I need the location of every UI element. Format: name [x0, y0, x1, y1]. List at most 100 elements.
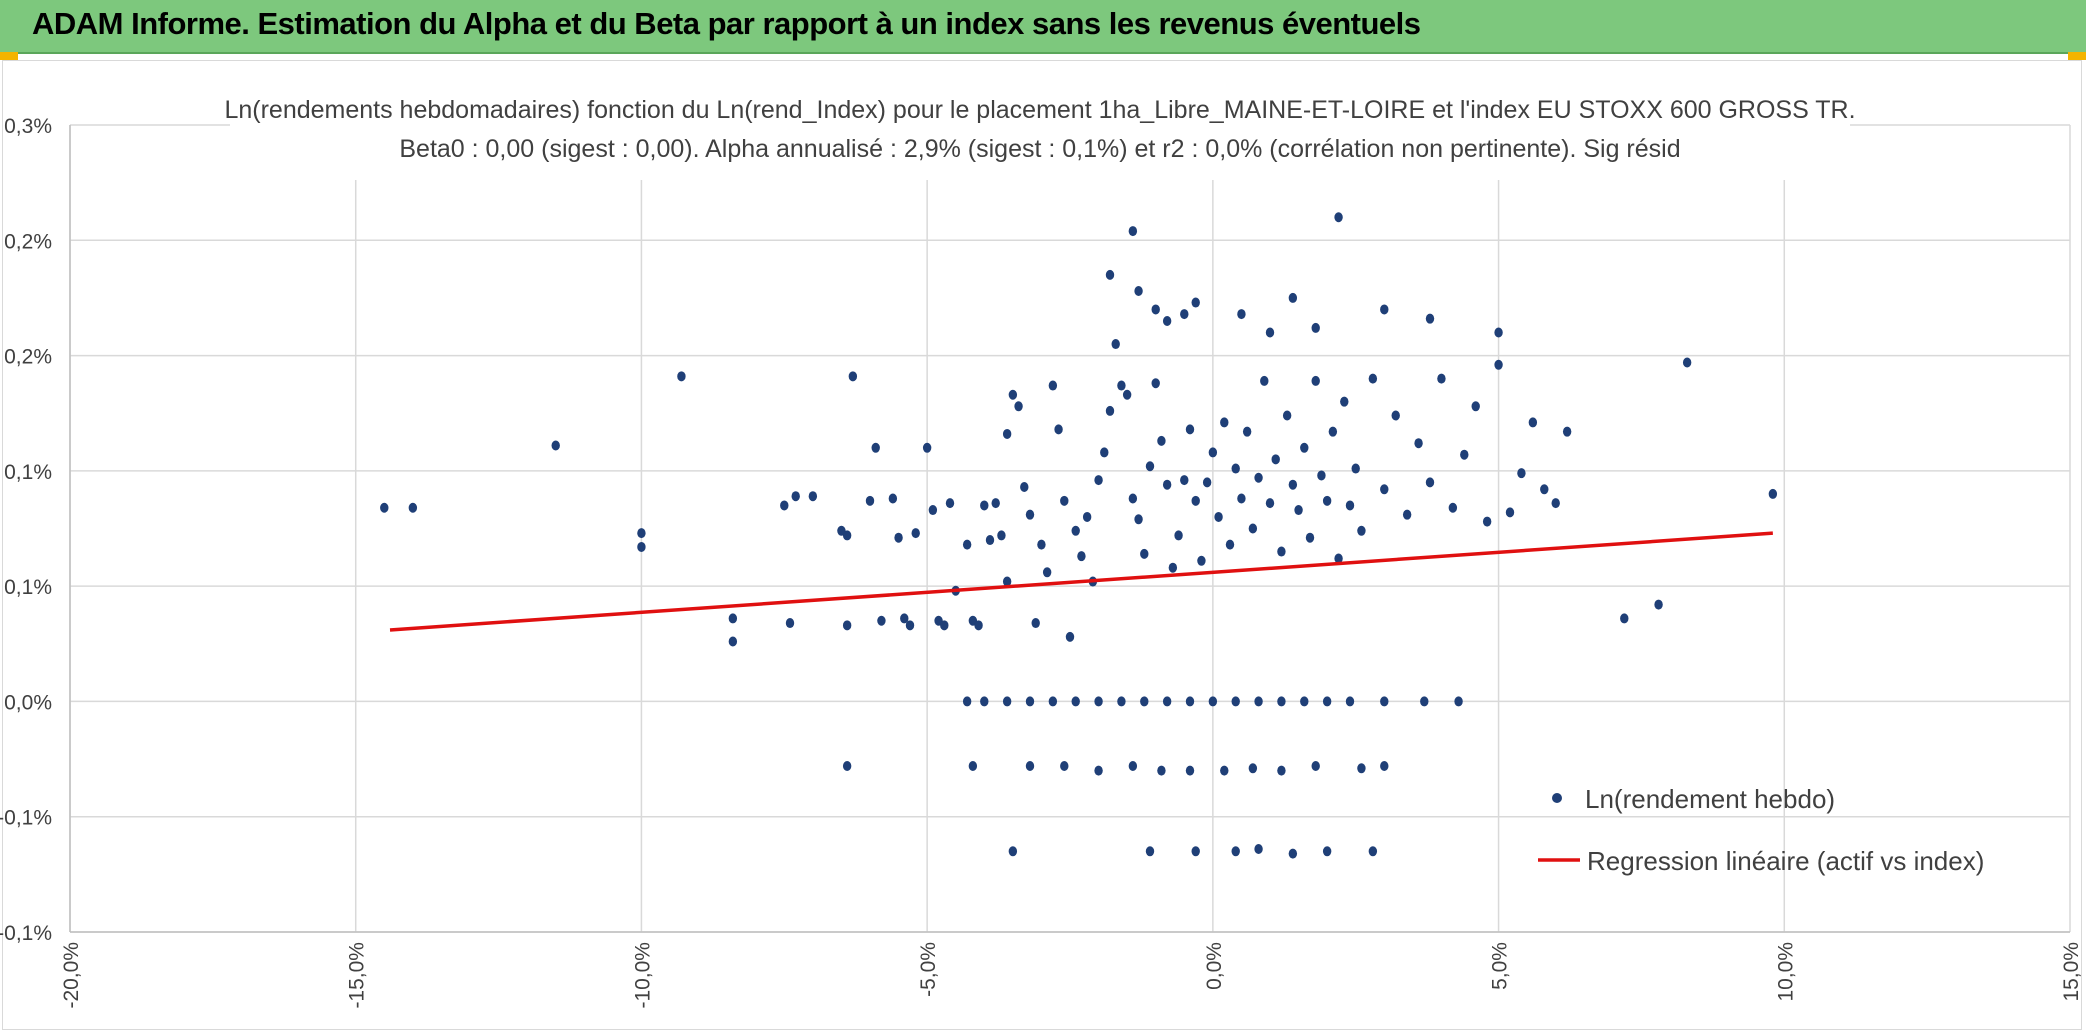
scatter-point	[1117, 380, 1126, 391]
scatter-point	[1162, 315, 1172, 326]
scatter-point	[1265, 327, 1275, 338]
scatter-point	[1094, 475, 1103, 486]
scatter-point	[940, 620, 949, 631]
scatter-point	[1185, 765, 1195, 776]
scatter-point	[968, 760, 978, 771]
scatter-point	[1254, 843, 1263, 854]
scatter-point	[1157, 435, 1166, 446]
scatter-point	[808, 491, 818, 502]
scatter-point	[1082, 511, 1092, 522]
scatter-point	[380, 502, 389, 513]
scatter-point	[1345, 500, 1355, 511]
y-tick-label: -0,1%	[0, 807, 52, 830]
scatter-point	[1031, 618, 1040, 629]
scatter-point	[1380, 760, 1389, 771]
scatter-point	[1128, 493, 1138, 504]
corner-marker-left	[0, 52, 18, 60]
scatter-point	[728, 613, 738, 624]
y-tick-label: -0,1%	[0, 922, 52, 945]
scatter-point	[1340, 396, 1349, 407]
scatter-point	[1025, 509, 1035, 520]
scatter-point	[1242, 426, 1252, 437]
scatter-point	[1351, 463, 1360, 474]
legend-line-label: Regression linéaire (actif vs index)	[1587, 846, 1984, 876]
scatter-point	[1020, 481, 1029, 492]
scatter-point	[1528, 417, 1538, 428]
legend: Ln(rendement hebdo) Regression linéaire (…	[1538, 784, 1984, 876]
regression-line	[389, 531, 1773, 632]
scatter-point	[1311, 375, 1320, 386]
scatter-point	[871, 442, 880, 453]
scatter-point	[785, 618, 795, 629]
scatter-point	[1294, 505, 1303, 516]
x-tick-label: -20,0%	[60, 942, 83, 1009]
scatter-point	[1322, 846, 1332, 857]
scatter-point	[1060, 760, 1069, 771]
y-tick-label: 0,1%	[4, 576, 52, 599]
scatter-point	[1248, 523, 1258, 534]
scatter-point	[1305, 532, 1315, 543]
scatter-point	[1517, 468, 1526, 479]
scatter-point	[1128, 226, 1138, 237]
y-tick-label: 0,2%	[4, 230, 52, 253]
scatter-point	[1237, 493, 1246, 504]
scatter-point	[974, 620, 983, 631]
scatter-point	[1208, 447, 1218, 458]
scatter-point	[1128, 760, 1138, 771]
y-tick-label: 0,0%	[4, 691, 52, 714]
scatter-point	[900, 613, 909, 624]
scatter-point	[408, 502, 418, 513]
scatter-point	[1111, 339, 1120, 350]
scatter-point	[991, 498, 1000, 509]
scatter-point	[1191, 495, 1200, 506]
x-tick-label: -10,0%	[631, 942, 654, 1009]
scatter-point	[1231, 696, 1240, 707]
scatter-point	[1414, 438, 1423, 449]
y-tick-label: 0,2%	[4, 346, 52, 369]
scatter-point	[842, 760, 852, 771]
scatter-point	[1277, 765, 1286, 776]
scatter-point	[1185, 424, 1195, 435]
scatter-point	[1151, 304, 1160, 315]
regression-layer	[389, 531, 1773, 632]
scatter-point	[1271, 454, 1280, 465]
scatter-point	[1145, 846, 1155, 857]
scatter-point	[928, 505, 938, 516]
title-banner: ADAM Informe. Estimation du Alpha et du …	[0, 0, 2086, 54]
scatter-point	[1391, 410, 1400, 421]
scatter-point	[1300, 442, 1309, 453]
scatter-point	[1357, 763, 1366, 774]
scatter-point	[637, 528, 646, 539]
scatter-point	[1282, 410, 1292, 421]
scatter-point	[1025, 760, 1035, 771]
scatter-point	[1162, 696, 1172, 707]
scatter-point	[1231, 463, 1240, 474]
points-layer	[380, 212, 1778, 859]
scatter-point	[1682, 357, 1692, 368]
scatter-point	[962, 696, 972, 707]
corner-marker-right	[2068, 52, 2086, 60]
scatter-point	[911, 528, 920, 539]
scatter-point	[1220, 417, 1229, 428]
scatter-point	[1562, 426, 1572, 437]
legend-scatter-marker	[1552, 793, 1562, 803]
scatter-point	[1145, 461, 1155, 472]
scatter-point	[1620, 613, 1629, 624]
scatter-point	[1322, 495, 1332, 506]
x-tick-label: 15,0%	[2060, 942, 2083, 1002]
scatter-point	[1060, 495, 1069, 506]
scatter-point	[1037, 539, 1046, 550]
scatter-point	[1237, 309, 1246, 320]
scatter-point	[842, 620, 852, 631]
scatter-point	[1380, 484, 1389, 495]
scatter-point	[677, 371, 686, 382]
scatter-point	[1328, 426, 1338, 437]
title-background	[230, 92, 1850, 180]
scatter-point	[1768, 488, 1778, 499]
scatter-point	[1357, 525, 1366, 536]
scatter-point	[791, 491, 800, 502]
x-tick-label: 10,0%	[1774, 942, 1797, 1002]
scatter-point	[1208, 696, 1218, 707]
scatter-point	[1168, 562, 1178, 573]
scatter-point	[1105, 269, 1115, 280]
